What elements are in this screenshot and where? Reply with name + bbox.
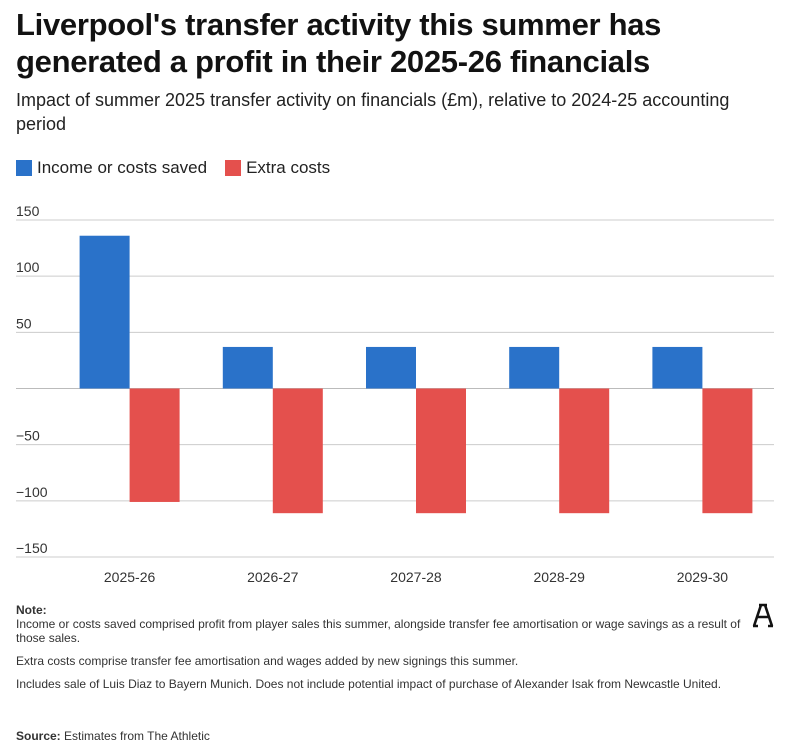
bar-costs (416, 388, 466, 514)
chart-title: Liverpool's transfer activity this summe… (16, 7, 662, 79)
legend-label-income: Income or costs saved (37, 158, 208, 177)
note-label: Note: (16, 603, 47, 617)
x-tick-label: 2026-27 (247, 569, 299, 585)
bar-income (79, 235, 130, 389)
legend-label-costs: Extra costs (246, 158, 331, 177)
y-tick-label: −50 (16, 428, 40, 444)
y-tick-label: 50 (16, 315, 32, 331)
y-tick-label: 100 (16, 259, 40, 275)
bar-income (509, 346, 560, 389)
bar-costs (129, 388, 180, 502)
bar-income (366, 346, 416, 389)
x-tick-label: 2029-30 (677, 569, 729, 585)
x-tick-label: 2025-26 (104, 569, 156, 585)
chart-subtitle: Impact of summer 2025 transfer activity … (16, 90, 730, 134)
x-tick-label: 2027-28 (390, 569, 442, 585)
bar-costs (702, 388, 753, 514)
y-tick-label: −100 (16, 484, 48, 500)
source-label: Source: (16, 729, 61, 743)
legend-swatch-income (16, 160, 32, 176)
source-line: Source: Estimates from The Athletic (16, 729, 210, 743)
the-athletic-logo-icon (752, 603, 774, 628)
legend-item-income: Income or costs saved (16, 158, 207, 178)
bar-costs (272, 388, 323, 514)
legend: Income or costs saved Extra costs (16, 158, 348, 178)
legend-item-costs: Extra costs (225, 158, 330, 178)
note-line-2: Extra costs comprise transfer fee amorti… (16, 654, 519, 668)
legend-swatch-costs (225, 160, 242, 176)
bar-income (222, 346, 273, 389)
y-tick-label: 150 (16, 203, 40, 219)
bar-chart: 150 100 50 −50 −100 −150 2025-26 2026-27 2027-28… (16, 203, 774, 585)
source-text: Estimates from The Athletic (64, 729, 210, 743)
notes: Note: Income or costs saved comprised pr… (16, 603, 746, 743)
note-line-3: Includes sale of Luis Diaz to Bayern Mun… (16, 677, 722, 691)
x-tick-label: 2028-29 (534, 569, 586, 585)
y-tick-label: −150 (16, 540, 48, 556)
note-line-1: Income or costs saved comprised profit f… (16, 617, 741, 645)
bar-costs (559, 388, 610, 514)
bar-income (652, 346, 703, 389)
